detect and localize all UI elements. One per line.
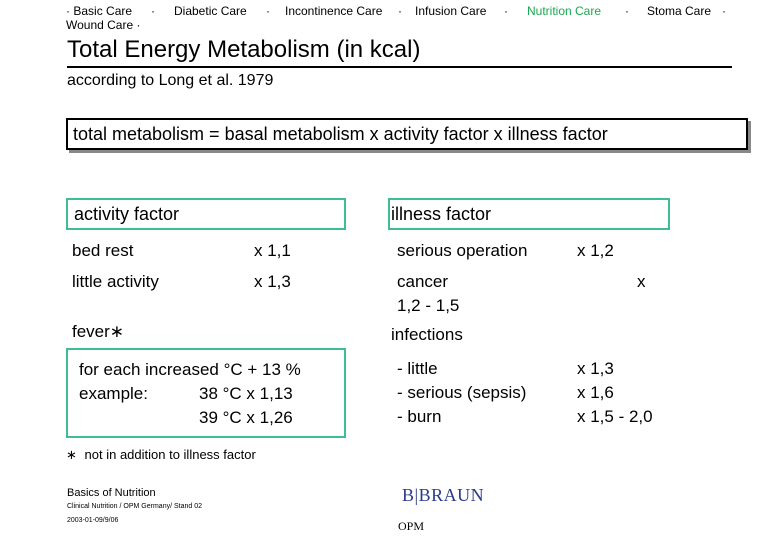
asterisk-icon: ∗ <box>66 447 77 462</box>
nav-separator: · <box>398 4 402 18</box>
activity-value-bed-rest: x 1,1 <box>254 241 291 260</box>
nav-separator: · <box>504 4 508 18</box>
fever-heading: fever∗ <box>72 322 124 342</box>
fever-example-39: 39 °C x 1,26 <box>199 408 293 427</box>
formula-text: total metabolism = basal metabolism x ac… <box>73 124 608 144</box>
footer-date: 2003-01-09/9/06 <box>67 517 119 524</box>
infection-value-little: x 1,3 <box>577 359 614 378</box>
activity-heading-box <box>66 198 346 230</box>
nav-separator: · <box>722 4 726 18</box>
footnote: ∗ not in addition to illness factor <box>66 447 256 463</box>
fever-detail-box <box>66 348 346 438</box>
nav-basic-care[interactable]: · Basic Care <box>66 4 132 18</box>
bbraun-logo: B|BRAUN <box>402 485 485 505</box>
illness-value-serious-operation: x 1,2 <box>577 241 614 260</box>
infection-label-little: - little <box>397 359 438 378</box>
nav-wound-care[interactable]: Wound Care · <box>66 18 141 32</box>
illness-label-cancer: cancer <box>397 272 449 291</box>
nav-separator: · <box>625 4 629 18</box>
fever-example-38: 38 °C x 1,13 <box>199 384 293 403</box>
illness-value-cancer-range: 1,2 - 1,5 <box>397 296 460 315</box>
fever-rule: for each increased °C + 13 % <box>79 360 301 379</box>
footer-opm: OPM <box>398 519 425 533</box>
infection-value-sepsis: x 1,6 <box>577 383 614 402</box>
formula-box <box>66 118 748 150</box>
infection-label-sepsis: - serious (sepsis) <box>397 383 527 402</box>
nav-item-wound-care[interactable]: Wound Care <box>66 18 134 32</box>
nav-separator: · <box>266 4 270 18</box>
infection-label-burn: - burn <box>397 407 442 426</box>
footer-basics: Basics of Nutrition <box>67 487 156 499</box>
nav-item-infusion-care[interactable]: Infusion Care <box>415 4 487 18</box>
nav-separator: · <box>136 18 141 32</box>
illness-heading-box <box>388 198 670 230</box>
nav-item-stoma-care[interactable]: Stoma Care <box>647 4 712 18</box>
footnote-text: not in addition to illness factor <box>84 447 256 462</box>
nav-separator: · <box>66 4 70 18</box>
nav-item-basic-care[interactable]: Basic Care <box>73 4 133 18</box>
fever-example-label: example: <box>79 384 148 403</box>
illness-value-cancer-x: x <box>637 272 646 291</box>
illness-label-infections: infections <box>391 325 463 344</box>
nav-item-nutrition-care-label[interactable]: Nutrition Care <box>527 4 602 18</box>
infection-value-burn: x 1,5 - 2,0 <box>577 407 653 426</box>
nav-item-incontinence-care[interactable]: Incontinence Care <box>285 4 383 18</box>
nav-separator: · <box>151 4 155 18</box>
fever-heading-label: fever <box>72 322 110 341</box>
nav-item-nutrition-care[interactable]: Nutrition Care <box>527 4 601 18</box>
activity-label-little: little activity <box>72 272 159 291</box>
activity-value-little: x 1,3 <box>254 272 291 291</box>
title-underline <box>67 66 732 68</box>
nav-item-diabetic-care[interactable]: Diabetic Care <box>174 4 247 18</box>
page-title: Total Energy Metabolism (in kcal) <box>67 36 421 63</box>
activity-label-bed-rest: bed rest <box>72 241 134 260</box>
footer-clinical: Clinical Nutrition / OPM Germany/ Stand … <box>67 503 202 510</box>
illness-heading: illness factor <box>391 204 492 224</box>
illness-label-serious-operation: serious operation <box>397 241 528 260</box>
asterisk-icon: ∗ <box>109 322 125 341</box>
activity-heading: activity factor <box>74 204 180 224</box>
page-subtitle: according to Long et al. 1979 <box>67 72 274 89</box>
